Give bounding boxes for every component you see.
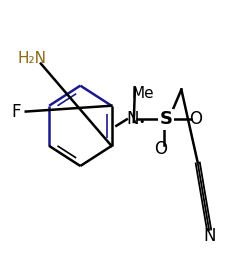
Text: N: N	[203, 227, 215, 245]
Text: Me: Me	[132, 86, 154, 101]
Text: O: O	[189, 110, 202, 128]
Text: •: •	[139, 117, 145, 127]
Text: N: N	[126, 110, 139, 128]
Text: O: O	[154, 140, 167, 158]
Text: S: S	[160, 110, 173, 128]
Text: H₂N: H₂N	[17, 51, 46, 66]
Text: F: F	[12, 102, 21, 121]
